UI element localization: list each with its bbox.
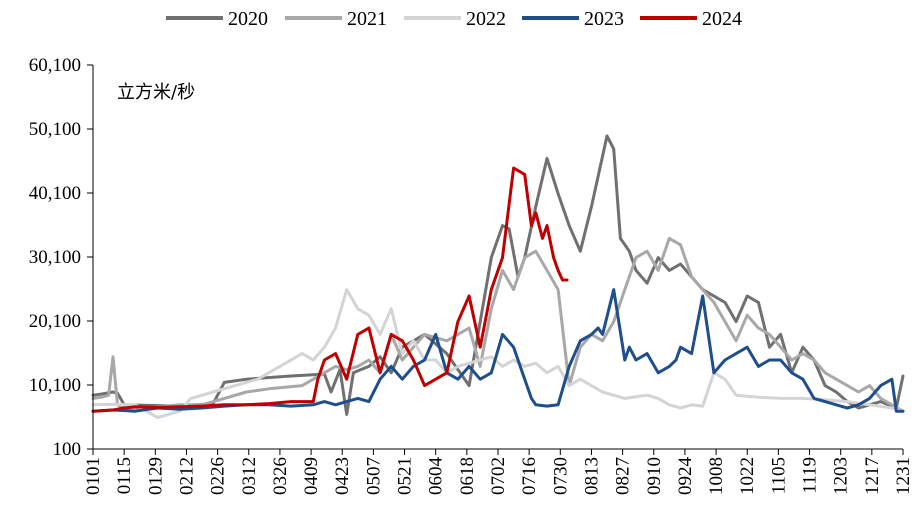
x-tick-label: 0813: [581, 457, 602, 495]
x-tick-label: 0226: [208, 457, 229, 495]
x-tick-label: 1217: [862, 457, 883, 495]
x-tick-label: 0212: [176, 457, 197, 495]
series-line-2020: [91, 134, 905, 416]
x-tick-label: 0924: [675, 457, 696, 496]
y-tick-label: 10,100: [29, 375, 81, 396]
legend-label-2024: 2024: [702, 8, 742, 30]
x-tick-label: 0716: [519, 457, 540, 495]
x-tick-label: 0618: [457, 457, 478, 495]
series-layer: [91, 134, 905, 420]
x-tick-label: 1231: [893, 457, 914, 495]
y-tick-label: 100: [53, 439, 82, 460]
x-tick-label: 1203: [831, 457, 852, 495]
x-tick-label: 0604: [426, 457, 447, 496]
x-tick-label: 1119: [800, 457, 821, 494]
legend-label-2020: 2020: [228, 8, 268, 30]
y-tick-label: 20,100: [29, 311, 81, 332]
x-tick-label: 0101: [83, 457, 104, 495]
x-tick-label: 0910: [644, 457, 665, 495]
x-tick-label: 0312: [239, 457, 260, 495]
x-tick-label: 0129: [145, 457, 166, 495]
y-tick-label: 30,100: [29, 247, 81, 268]
series-line-2022: [91, 288, 905, 420]
axes-layer: 100 10,100 20,100 30,100 40,100 50,100 60,100 0…: [29, 55, 914, 495]
legend-label-2023: 2023: [584, 8, 624, 30]
x-tick-label: 0326: [270, 457, 291, 495]
x-tick-label: 1105: [768, 457, 789, 494]
x-tick-label: 0827: [613, 457, 634, 495]
x-tick-label: 0702: [488, 457, 509, 495]
x-tick-label: 0409: [301, 457, 322, 495]
chart-legend: 2020 2021 2022 2023 2024: [166, 8, 742, 30]
legend-label-2022: 2022: [466, 8, 506, 30]
x-tick-label: 0115: [114, 457, 135, 494]
legend-label-2021: 2021: [347, 8, 387, 30]
x-tick-label: 1008: [706, 457, 727, 495]
series-line-2021: [91, 236, 905, 413]
series-line-2023: [91, 288, 905, 413]
x-tick-label: 1022: [737, 457, 758, 495]
y-tick-label: 50,100: [29, 119, 81, 140]
x-tick-label: 0521: [395, 457, 416, 495]
y-axis-unit-label: 立方米/秒: [117, 82, 195, 103]
y-tick-label: 40,100: [29, 183, 81, 204]
x-tick-label: 0507: [363, 457, 384, 495]
x-tick-label: 0423: [332, 457, 353, 495]
x-tick-label: 0730: [550, 457, 571, 495]
y-tick-label: 60,100: [29, 55, 81, 76]
series-line-2024: [91, 166, 569, 413]
